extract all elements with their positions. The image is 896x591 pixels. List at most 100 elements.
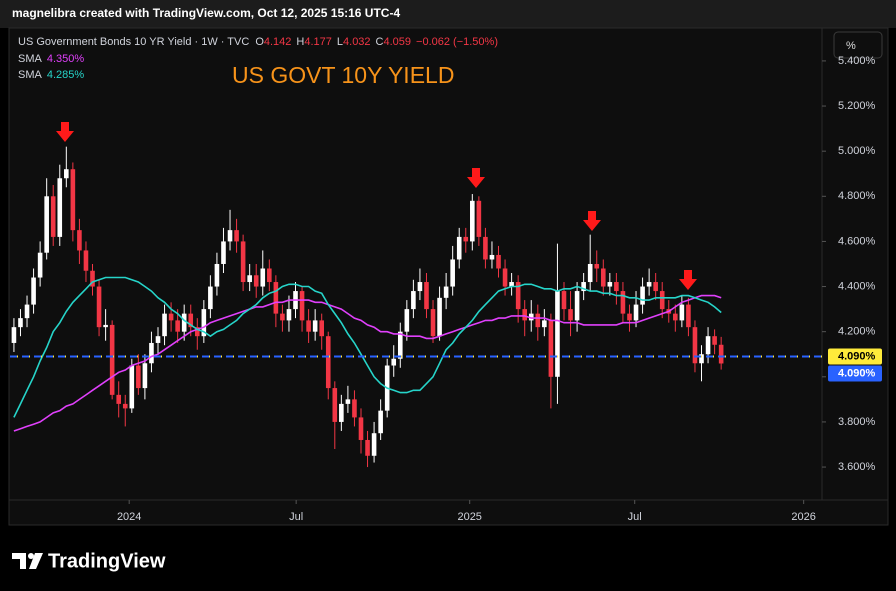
candle-body <box>659 291 665 310</box>
candle-body <box>627 313 632 321</box>
sma-legend: SMA 4.350% <box>18 53 84 65</box>
x-tick-label: 2024 <box>117 511 141 523</box>
percent-button-label[interactable]: % <box>846 40 856 52</box>
candle-body <box>568 309 573 321</box>
candle-body <box>555 291 560 377</box>
y-tick-label: 4.400% <box>838 280 876 292</box>
candle-body <box>581 282 586 292</box>
candle-body <box>90 270 95 287</box>
candle-body <box>633 304 639 321</box>
candle-body <box>188 313 194 328</box>
candle-body <box>705 336 711 355</box>
candle-body <box>673 313 678 321</box>
sma-legend-name: SMA <box>18 69 43 81</box>
candle-body <box>155 336 161 343</box>
candle-body <box>103 324 108 328</box>
candle-body <box>496 254 501 269</box>
candle-body <box>247 275 252 283</box>
candle-body <box>607 282 613 287</box>
legend-ohlc-key: O <box>255 36 264 48</box>
candle-body <box>11 327 17 343</box>
sma-line <box>13 276 722 418</box>
legend-ohlc-value: 4.059 <box>384 36 412 48</box>
y-tick-label: 3.800% <box>838 416 876 428</box>
y-tick-label: 5.200% <box>838 100 876 112</box>
candle-body <box>574 291 580 321</box>
arrow-annotation <box>583 211 601 231</box>
y-tick-label: 5.000% <box>838 145 876 157</box>
legend-ohlc-key: H <box>296 36 304 48</box>
candle-body <box>614 282 619 292</box>
price-label-bg <box>828 348 882 365</box>
header-text: magnelibra created with TradingView.com,… <box>12 6 400 20</box>
candle-body <box>417 282 423 292</box>
candle-body <box>646 282 652 287</box>
y-tick-label: 4.800% <box>838 190 876 202</box>
candle-body <box>587 263 593 283</box>
candle-body <box>483 236 488 260</box>
candle-body <box>70 169 76 231</box>
y-tick-label: 5.400% <box>838 55 876 67</box>
candle-body <box>437 297 442 337</box>
candle-body <box>221 241 226 264</box>
candle-body <box>319 320 325 337</box>
candle-body <box>535 313 541 328</box>
legend-ohlc-key: C <box>376 36 384 48</box>
header-bar <box>0 0 896 28</box>
candle-body <box>194 327 200 337</box>
sma-legend-value: 4.285% <box>47 69 85 81</box>
candle-body <box>358 417 364 440</box>
candle-body <box>443 286 449 298</box>
candle-body <box>109 324 115 395</box>
candle-body <box>679 304 685 321</box>
candle-body <box>24 304 30 319</box>
candle-body <box>404 309 410 332</box>
arrow-annotation <box>56 122 74 142</box>
arrow-annotation <box>467 168 485 188</box>
candle-body <box>214 263 220 287</box>
sma-line <box>13 294 722 432</box>
candle-body <box>267 268 272 283</box>
x-tick-label: Jul <box>628 511 642 523</box>
candle-body <box>640 286 645 305</box>
candle-body <box>489 254 495 260</box>
candle-body <box>50 196 56 237</box>
candle-body <box>96 286 102 328</box>
candle-body <box>692 327 698 364</box>
candle-body <box>463 236 469 242</box>
candle-body <box>31 277 36 305</box>
percent-button[interactable] <box>833 31 883 59</box>
candle-body <box>227 230 233 242</box>
candle-body <box>515 282 521 310</box>
candle-body <box>142 363 148 389</box>
candle-body <box>122 403 128 409</box>
candle-body <box>332 388 338 422</box>
candle-body <box>339 403 344 422</box>
candle-body <box>352 399 357 418</box>
candle-body <box>83 250 89 271</box>
brand-logo <box>12 553 43 569</box>
candle-body <box>312 320 318 332</box>
candle-body <box>502 268 508 287</box>
candle-body <box>168 313 174 321</box>
candle-body <box>476 200 482 237</box>
sma-legend-name: SMA <box>18 53 43 65</box>
candle-body <box>470 200 475 242</box>
candle-body <box>18 318 23 328</box>
x-tick-label: 2025 <box>457 511 481 523</box>
legend-symbol: US Government Bonds 10 YR Yield · 1W · T… <box>18 36 249 48</box>
y-tick-label: 3.600% <box>838 461 876 473</box>
candle-body <box>391 358 397 366</box>
candle-body <box>718 344 724 364</box>
candle-body <box>594 263 600 269</box>
candle-body <box>273 282 279 314</box>
price-label: 4.090% <box>838 367 876 379</box>
candle-body <box>253 275 259 287</box>
candle-body <box>234 230 239 242</box>
x-tick-label: 2026 <box>791 511 815 523</box>
legend-change: −0.062 (−1.50%) <box>416 36 498 48</box>
candle-body <box>260 268 266 287</box>
candle-body <box>181 313 187 332</box>
candle-body <box>77 230 82 251</box>
candle-body <box>201 309 207 337</box>
